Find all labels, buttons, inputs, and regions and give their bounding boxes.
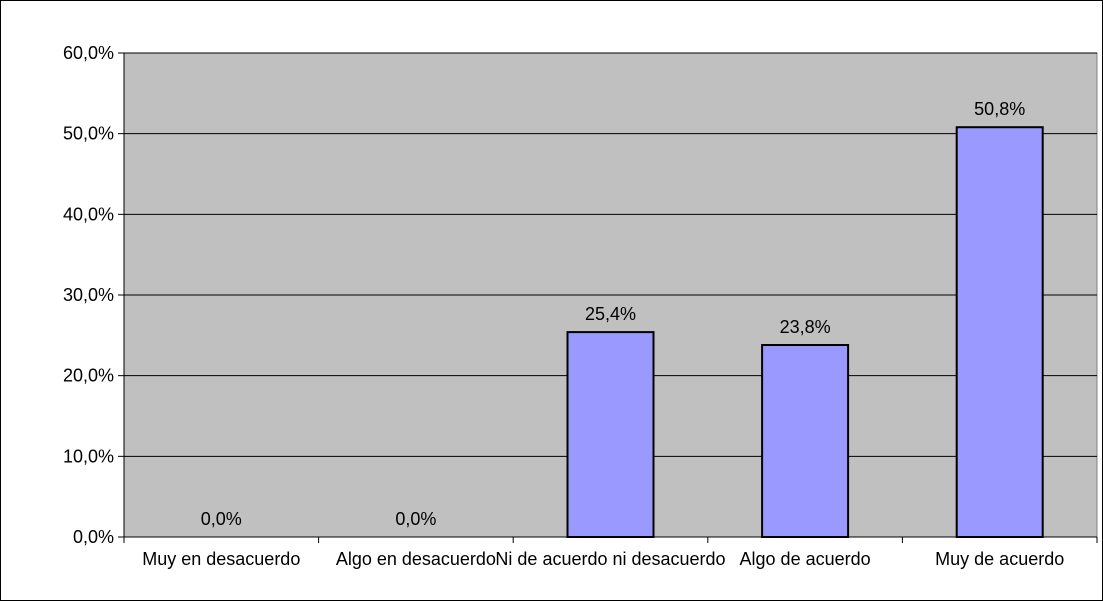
bar xyxy=(566,331,655,538)
bar-data-label: 0,0% xyxy=(201,509,242,529)
y-tick-label: 50,0% xyxy=(63,124,114,144)
x-category-label: Algo en desacuerdo xyxy=(336,549,496,569)
y-tick-label: 10,0% xyxy=(63,446,114,466)
y-tick-label: 20,0% xyxy=(63,366,114,386)
x-category-label: Algo de acuerdo xyxy=(740,549,871,569)
y-axis-ticks: 0,0% 10,0% 20,0% 30,0% 40,0% 50,0% 60,0% xyxy=(63,43,124,547)
y-tick-label: 40,0% xyxy=(63,204,114,224)
bar xyxy=(761,344,850,538)
y-tick-label: 0,0% xyxy=(73,527,114,547)
x-category-label: Muy de acuerdo xyxy=(935,549,1064,569)
bars: 0,0% 0,0% 25,4% 23,8% 50,8% xyxy=(201,99,1044,538)
y-tick-label: 30,0% xyxy=(63,285,114,305)
bar-data-label: 23,8% xyxy=(780,317,831,337)
y-tick-label: 60,0% xyxy=(63,43,114,63)
x-axis-ticks: Muy en desacuerdo Algo en desacuerdo Ni de… xyxy=(123,537,1098,569)
bar-data-label: 25,4% xyxy=(585,304,636,324)
bar xyxy=(955,126,1044,538)
bar-data-label: 0,0% xyxy=(395,509,436,529)
x-category-label: Ni de acuerdo ni desacuerdo xyxy=(495,549,725,569)
bar-data-label: 50,8% xyxy=(974,99,1025,119)
x-category-label: Muy en desacuerdo xyxy=(142,549,300,569)
